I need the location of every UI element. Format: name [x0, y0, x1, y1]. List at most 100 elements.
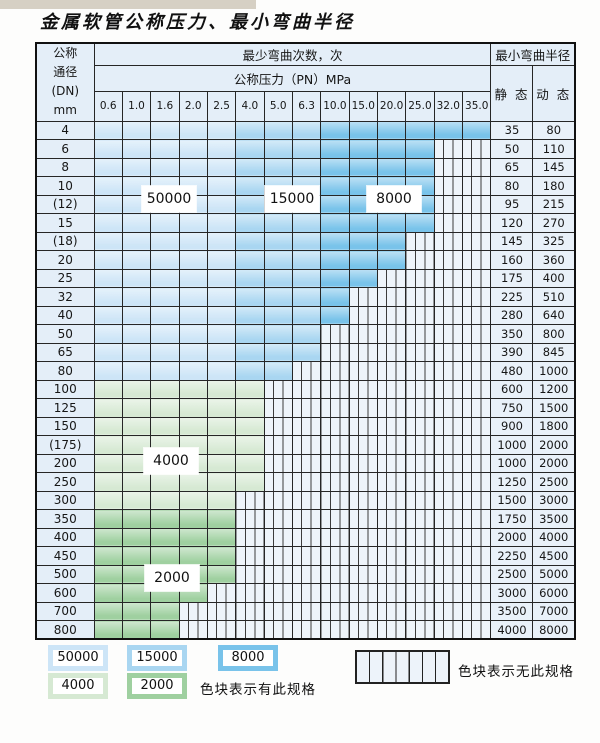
no-spec-cell: [348, 435, 378, 455]
spec-cell: [263, 120, 293, 140]
no-spec-cell: [461, 231, 492, 251]
row-dn: 200: [35, 453, 95, 473]
no-spec-cell: [376, 527, 407, 547]
spec-cell: [121, 509, 152, 529]
spec-cell: [376, 213, 407, 233]
no-spec-cell: [376, 453, 407, 473]
static-radius-value: 600: [490, 379, 534, 399]
no-spec-cell: [405, 583, 435, 603]
row-dn: 150: [35, 416, 95, 436]
table-row: 200 1000 2000: [35, 453, 576, 473]
no-spec-cell: [291, 583, 322, 603]
no-spec-cell: [461, 379, 492, 399]
no-spec-cell: [461, 527, 492, 547]
spec-cell: [206, 157, 237, 177]
no-spec-cell: [291, 361, 322, 381]
row-dn: 25: [35, 268, 95, 288]
no-spec-cell: [320, 527, 350, 547]
spec-cell: [121, 601, 152, 621]
no-spec-cell: [376, 435, 407, 455]
no-spec-cell: [263, 472, 293, 492]
spec-cell: [320, 231, 350, 251]
no-spec-cell: [461, 564, 492, 584]
no-spec-cell: [405, 620, 435, 640]
row-dn: 250: [35, 472, 95, 492]
table-row: 450 2250 4500: [35, 546, 576, 566]
spec-cell: [93, 213, 123, 233]
dn-header-line: 通径: [53, 65, 78, 80]
dynamic-radius-value: 2000: [532, 453, 576, 473]
spec-cell: [121, 379, 152, 399]
pressure-value-header: 15.0: [348, 90, 378, 122]
row-dn: 450: [35, 546, 95, 566]
spec-cell: [93, 361, 123, 381]
no-spec-cell: [433, 176, 463, 196]
dynamic-radius-value: 145: [532, 157, 576, 177]
spec-cell: [121, 139, 152, 159]
spec-cell: [150, 324, 180, 344]
spec-cell: [121, 361, 152, 381]
dynamic-radius-value: 1200: [532, 379, 576, 399]
bend-cycles-header: 最少弯曲次数，次: [93, 42, 492, 66]
spec-cell: [320, 268, 350, 288]
no-spec-cell: [405, 342, 435, 362]
row-dn: 100: [35, 379, 95, 399]
no-spec-cell: [461, 213, 492, 233]
zone-count-label: 8000: [367, 186, 421, 212]
no-spec-cell: [405, 416, 435, 436]
no-spec-cell: [291, 379, 322, 399]
row-dn: 500: [35, 564, 95, 584]
table-row: 6 50 110: [35, 139, 576, 159]
spec-cell: [121, 231, 152, 251]
no-spec-cell: [235, 509, 265, 529]
spec-cell: [93, 398, 123, 418]
no-spec-cell: [235, 527, 265, 547]
legend-swatch: 15000: [127, 645, 187, 671]
no-spec-cell: [320, 509, 350, 529]
no-spec-cell: [320, 601, 350, 621]
page-title: 金属软管公称压力、最小弯曲半径: [40, 12, 355, 33]
no-spec-cell: [433, 398, 463, 418]
no-spec-cell: [376, 416, 407, 436]
no-spec-cell: [291, 398, 322, 418]
dynamic-radius-value: 2500: [532, 472, 576, 492]
spec-cell: [235, 250, 265, 270]
spec-cell: [376, 157, 407, 177]
row-dn: 700: [35, 601, 95, 621]
spec-cell: [235, 268, 265, 288]
no-spec-cell: [348, 416, 378, 436]
static-radius-value: 1000: [490, 435, 534, 455]
spec-cell: [461, 120, 492, 140]
no-spec-cell: [405, 305, 435, 325]
spec-cell: [433, 120, 463, 140]
no-spec-cell: [461, 157, 492, 177]
spec-cell: [178, 416, 208, 436]
no-spec-cell: [348, 453, 378, 473]
no-spec-cell: [461, 546, 492, 566]
dynamic-radius-value: 8000: [532, 620, 576, 640]
dynamic-radius-value: 845: [532, 342, 576, 362]
no-spec-cell: [348, 564, 378, 584]
spec-cell: [150, 379, 180, 399]
static-radius-value: 390: [490, 342, 534, 362]
no-spec-cell: [405, 268, 435, 288]
spec-cell: [93, 564, 123, 584]
table-row: 15 120 270: [35, 213, 576, 233]
dynamic-radius-value: 1000: [532, 361, 576, 381]
no-spec-cell: [291, 490, 322, 510]
no-spec-cell: [461, 139, 492, 159]
no-spec-cell: [263, 435, 293, 455]
no-spec-cell: [348, 342, 378, 362]
row-dn: 600: [35, 583, 95, 603]
spec-cell: [348, 213, 378, 233]
spec-cell: [263, 287, 293, 307]
spec-cell: [150, 342, 180, 362]
table-row: 32 225 510: [35, 287, 576, 307]
spec-cell: [235, 398, 265, 418]
spec-cell: [235, 472, 265, 492]
spec-cell: [235, 435, 265, 455]
spec-cell: [235, 139, 265, 159]
row-dn: 300: [35, 490, 95, 510]
spec-cell: [235, 120, 265, 140]
spec-cell: [206, 342, 237, 362]
